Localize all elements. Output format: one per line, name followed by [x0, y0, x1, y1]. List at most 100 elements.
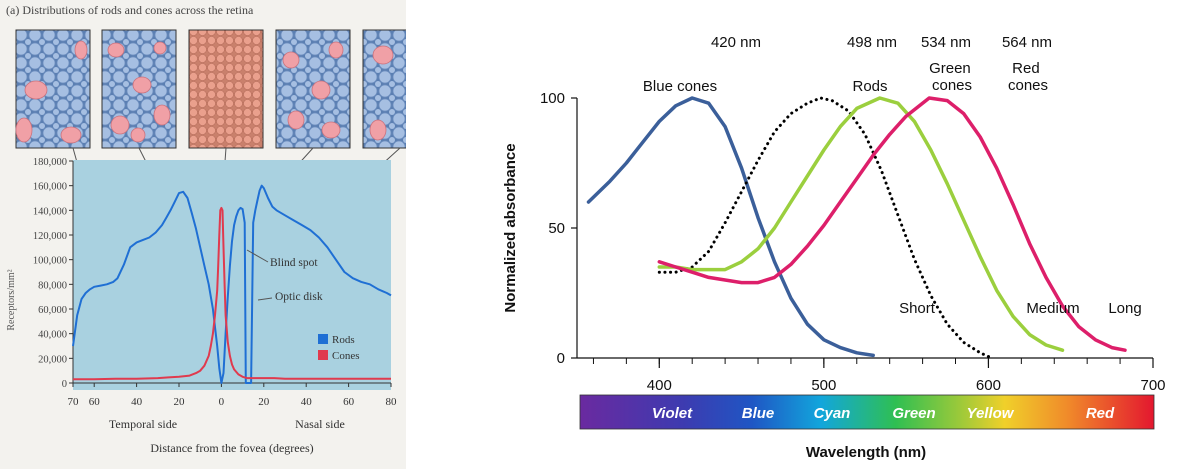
long-range-label: Long	[1108, 300, 1141, 317]
cone-cell	[287, 110, 305, 130]
spectrum-label-violet: Violet	[652, 405, 693, 422]
x-tick-label: 40	[131, 396, 143, 408]
red-cones-label-line1: Red	[1012, 60, 1040, 77]
green-cones-curve-label: Green cones	[929, 60, 975, 94]
right-y-axis-label: Normalized absorbance	[502, 143, 519, 312]
left-x-axis-label: Distance from the fovea (degrees)	[150, 441, 313, 455]
green-cones-label-line1: Green	[929, 60, 971, 77]
optic-disk-annotation: Optic disk	[275, 291, 323, 303]
x-tick-label: 60	[89, 396, 101, 408]
series-line-blue-cones	[586, 96, 875, 358]
y-tick-label: 0	[62, 379, 67, 390]
x-tick-label: 20	[174, 396, 186, 408]
cone-cell	[110, 115, 130, 135]
series-line-rods	[72, 184, 392, 384]
rods-curve-label: Rods	[852, 78, 887, 95]
series-line-cones	[73, 206, 391, 381]
left-figure-title: (a) Distributions of rods and cones acro…	[6, 3, 254, 17]
rod-cone-distribution-figure: (a) Distributions of rods and cones acro…	[0, 0, 406, 469]
y-tick-label: 100	[540, 90, 565, 107]
legend-cones-label: Cones	[332, 350, 360, 362]
red-cones-curve-label: Red cones	[1008, 60, 1048, 94]
absorbance-spectra-figure: 0 50 100 400 500 600 700 Normalized absorbance…	[470, 0, 1187, 469]
cone-cell	[15, 117, 33, 143]
cone-cell	[372, 45, 394, 65]
short-range-label: Short	[899, 300, 936, 317]
blind-spot-pointer	[246, 249, 269, 263]
y-tick-label: 100,000	[33, 256, 67, 267]
left-legend: Rods Cones	[318, 334, 360, 362]
x-tick-label: 60	[343, 396, 355, 408]
x-tick-label: 700	[1140, 377, 1165, 394]
retina-thumbnail-5	[362, 29, 406, 149]
cone-cell	[328, 41, 344, 59]
right-axes: 0 50 100 400 500 600 700	[540, 90, 1166, 394]
cone-cell	[130, 127, 146, 143]
x-tick-label: 400	[647, 377, 672, 394]
green-cones-label-line2: cones	[932, 77, 972, 94]
cone-cell	[369, 119, 387, 141]
right-x-axis-label: Wavelength (nm)	[806, 444, 926, 461]
spectrum-label-blue: Blue	[742, 405, 775, 422]
x-tick-label: 40	[301, 396, 313, 408]
peak-label-564: 564 nm	[1002, 34, 1052, 51]
x-tick-label: 500	[811, 377, 836, 394]
left-y-axis-label: Receptors/mm²	[6, 269, 17, 330]
legend-rods-label: Rods	[332, 334, 355, 346]
blind-spot-annotation: Blind spot	[270, 257, 318, 269]
absorbance-spectra-chart: 0 50 100 400 500 600 700 Normalized absorbance…	[502, 34, 1166, 461]
spectrum-label-cyan: Cyan	[814, 405, 851, 422]
series-line-red-cones	[657, 96, 1127, 352]
y-tick-label: 120,000	[33, 231, 67, 242]
x-tick-label: 70	[68, 396, 80, 408]
series-line-rods	[657, 96, 994, 360]
retina-thumbnail-4	[275, 29, 351, 149]
cone-cell	[60, 126, 82, 144]
y-tick-label: 20,000	[38, 354, 67, 365]
retina-thumbnail-3	[188, 29, 264, 149]
y-tick-label: 40,000	[38, 330, 67, 341]
y-tick-label: 180,000	[33, 157, 67, 168]
spectrum-label-green: Green	[892, 405, 935, 422]
y-tick-label: 0	[557, 350, 565, 367]
cone-cell	[321, 121, 341, 139]
x-tick-label: 80	[386, 396, 398, 408]
red-cones-label-line2: cones	[1008, 77, 1048, 94]
cone-cell	[311, 80, 331, 100]
legend-rods-swatch	[318, 334, 328, 344]
spectrum-color-labels: Violet Blue Cyan Green Yellow Red	[652, 405, 1115, 422]
optic-disk-pointer	[257, 297, 273, 301]
retina-thumbnail-1	[15, 29, 91, 149]
legend-cones-swatch	[318, 350, 328, 360]
cone-cell	[282, 51, 300, 69]
right-series-marks	[586, 96, 1127, 360]
x-tick-label: 20	[258, 396, 270, 408]
cone-cell	[24, 80, 48, 100]
x-tick-label: 0	[219, 396, 225, 408]
cone-cell	[107, 42, 125, 58]
rod-cone-distribution-chart: (a) Distributions of rods and cones acro…	[6, 3, 406, 455]
peak-label-420: 420 nm	[711, 34, 761, 51]
blue-cones-curve-label: Blue cones	[643, 78, 717, 95]
cone-cell	[132, 76, 152, 94]
visible-spectrum-bar	[579, 394, 1155, 430]
cone-cell	[153, 104, 171, 126]
x-tick-label: 600	[976, 377, 1001, 394]
retina-thumbnail-2	[101, 29, 177, 149]
spectrum-label-yellow: Yellow	[967, 405, 1015, 422]
y-tick-label: 60,000	[38, 305, 67, 316]
spectrum-label-red: Red	[1086, 405, 1115, 422]
left-series-marks	[72, 184, 392, 384]
cone-cell	[74, 40, 88, 60]
plot-area-background	[73, 160, 391, 390]
y-tick-label: 50	[548, 220, 565, 237]
cone-cell	[153, 41, 167, 55]
thumbnail-tile	[188, 29, 264, 149]
retina-mosaic-thumbnails	[15, 29, 406, 149]
series-line-green-cones	[657, 96, 1065, 352]
y-tick-label: 80,000	[38, 280, 67, 291]
peak-label-534: 534 nm	[921, 34, 971, 51]
peak-label-498: 498 nm	[847, 34, 897, 51]
nasal-side-label: Nasal side	[295, 417, 345, 431]
y-tick-label: 160,000	[33, 182, 67, 193]
